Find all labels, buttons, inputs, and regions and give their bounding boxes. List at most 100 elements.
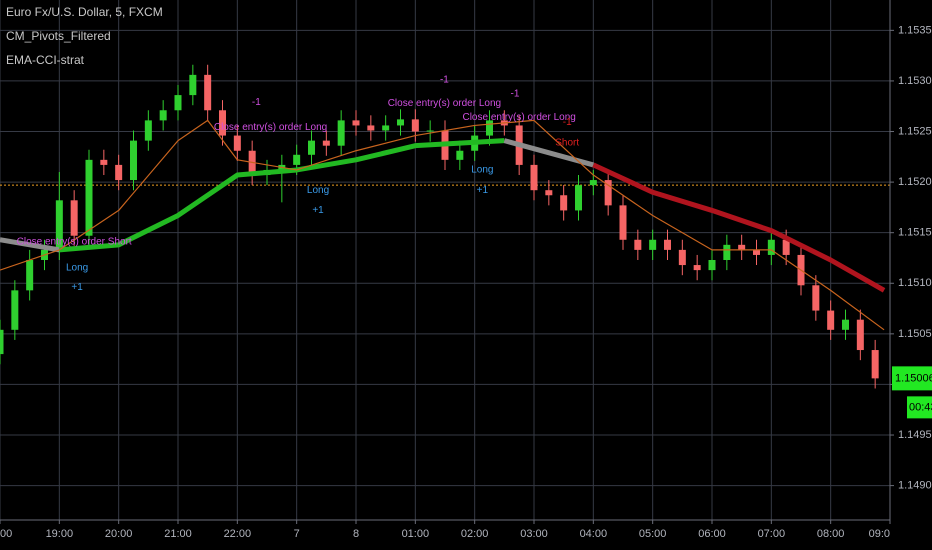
- last-price-label: 1.15006: [895, 372, 932, 384]
- last-price-box: [892, 366, 932, 391]
- candle-body: [560, 195, 568, 211]
- trade-annotation: Short: [555, 137, 579, 148]
- candle-body: [70, 200, 78, 236]
- candle-body: [11, 290, 19, 330]
- candle-body: [575, 185, 582, 211]
- x-tick-label: 09:0: [869, 528, 890, 540]
- x-tick-label: 7: [294, 528, 300, 540]
- candle-body: [55, 200, 63, 250]
- trade-annotation: -1: [252, 97, 261, 108]
- candle-body: [708, 260, 716, 271]
- legend-indicator: EMA-CCI-strat: [6, 53, 85, 67]
- x-tick-label: 07:00: [758, 528, 786, 540]
- x-tick-label: 03:00: [520, 528, 548, 540]
- candle-body: [426, 130, 434, 132]
- candle-body: [753, 249, 760, 255]
- trade-annotation: -1: [440, 75, 449, 86]
- plot-area: Close entry(s) order ShortLong+1-1Close …: [0, 64, 890, 389]
- x-tick-label: 20:00: [105, 528, 133, 540]
- x-tick-label: 19:00: [46, 528, 74, 540]
- y-tick-label: 1.15250: [898, 125, 932, 137]
- trade-annotation: Close entry(s) order Long: [214, 122, 327, 133]
- candle-body: [604, 180, 612, 206]
- axes: 1.149001.149501.150001.150501.151001.151…: [0, 24, 932, 540]
- candle-body: [100, 159, 108, 165]
- candle-body: [397, 119, 404, 126]
- y-tick-label: 1.15100: [898, 277, 932, 289]
- countdown-box: [907, 396, 932, 419]
- candle-body: [486, 120, 493, 136]
- candle-body: [352, 120, 360, 126]
- x-tick-label: 8: [353, 528, 359, 540]
- candle-body: [337, 120, 345, 146]
- y-tick-label: 1.14950: [898, 429, 932, 441]
- candle-body: [26, 260, 34, 291]
- candle-body: [767, 239, 775, 255]
- candle-body: [530, 164, 538, 191]
- trade-annotation: Long: [307, 185, 329, 196]
- y-tick-label: 1.14900: [898, 480, 932, 492]
- y-tick-label: 1.15050: [898, 328, 932, 340]
- x-tick-label: 05:00: [639, 528, 667, 540]
- trade-annotation: -1: [563, 117, 572, 128]
- y-tick-label: 1.15200: [898, 176, 932, 188]
- trade-annotation: Close entry(s) order Short: [17, 236, 132, 247]
- trade-annotation: Long: [471, 165, 493, 176]
- trade-annotation: Close entry(s) order Long: [462, 112, 575, 123]
- candle-body: [367, 125, 375, 131]
- candle-body: [130, 140, 137, 181]
- candle-body: [115, 164, 123, 181]
- x-tick-label: 02:00: [461, 528, 489, 540]
- candle-body: [693, 265, 701, 271]
- candle-body: [827, 310, 835, 330]
- y-tick-label: 1.15150: [898, 227, 932, 239]
- candle-body: [174, 95, 182, 111]
- candle-body: [782, 239, 790, 255]
- candle-body: [738, 244, 746, 250]
- x-tick-label: 08:00: [817, 528, 845, 540]
- y-tick-label: 1.15300: [898, 75, 932, 87]
- indicator-line: [592, 162, 886, 293]
- candle-body: [856, 319, 864, 351]
- candle-body: [649, 239, 657, 250]
- candle-body: [456, 150, 464, 160]
- candle-body: [219, 110, 226, 136]
- candle-body: [411, 119, 419, 132]
- candle-body: [233, 135, 241, 151]
- countdown-label: 00:43: [909, 401, 932, 413]
- indicator-line: [503, 138, 594, 168]
- x-tick-label: 06:00: [698, 528, 726, 540]
- candle-body: [382, 125, 390, 131]
- x-tick-label: 01:00: [402, 528, 430, 540]
- candle-body: [204, 74, 212, 111]
- candle-body: [664, 239, 671, 250]
- candle-body: [619, 205, 627, 240]
- candle-body: [842, 319, 849, 330]
- candle-body: [545, 190, 553, 196]
- indicator-line: [0, 119, 885, 331]
- candle-body: [322, 140, 330, 146]
- candle-body: [0, 329, 4, 355]
- candle-body: [293, 154, 301, 165]
- x-tick-label: 21:00: [164, 528, 192, 540]
- candle-body: [189, 74, 197, 96]
- candle-body: [812, 285, 820, 311]
- legend-indicator: CM_Pivots_Filtered: [6, 29, 111, 43]
- trade-annotation: Long: [66, 263, 88, 274]
- candle-body: [159, 110, 167, 121]
- indicator-line: [0, 237, 60, 253]
- x-tick-label: 00: [0, 528, 12, 540]
- candle-body: [871, 350, 879, 379]
- trade-annotation: -1: [511, 89, 520, 100]
- x-tick-label: 22:00: [224, 528, 252, 540]
- candle-body: [723, 244, 731, 260]
- indicator-line: [59, 138, 505, 253]
- x-tick-label: 04:00: [580, 528, 608, 540]
- trade-annotation: +1: [71, 282, 83, 293]
- candle-body: [308, 140, 315, 155]
- candle-body: [589, 180, 597, 186]
- candle-body: [85, 159, 93, 236]
